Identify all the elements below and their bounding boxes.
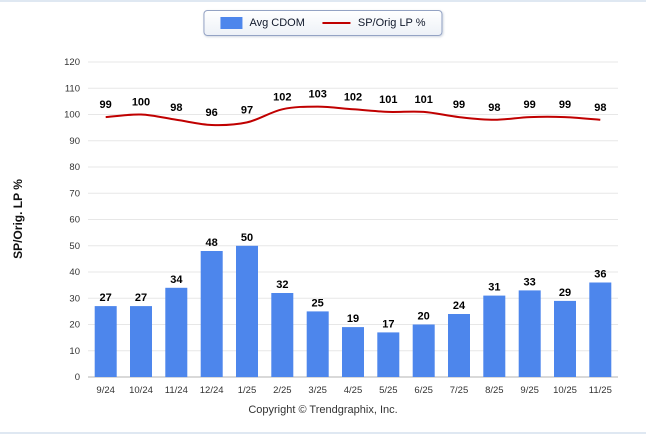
bar-value-label: 48 (206, 237, 218, 249)
copyright-text: Copyright © Trendgraphix, Inc. (248, 404, 398, 416)
line-value-label: 102 (273, 91, 291, 103)
bar (518, 290, 541, 377)
bar-value-label: 17 (382, 318, 394, 330)
bar (589, 282, 612, 377)
x-tick-label: 1/25 (238, 385, 257, 396)
y-tick-label: 50 (69, 241, 80, 252)
line-value-label: 97 (241, 104, 253, 116)
legend-item-avg-cdom: Avg CDOM (220, 17, 305, 29)
line-value-label: 99 (100, 99, 112, 111)
chart-legend: Avg CDOM SP/Orig LP % (203, 10, 443, 36)
bar (448, 314, 470, 377)
bar (342, 327, 364, 377)
x-tick-label: 10/25 (553, 385, 577, 396)
bar-value-label: 27 (135, 292, 147, 304)
legend-label-sp-orig-lp: SP/Orig LP % (357, 17, 426, 29)
line-swatch-icon (322, 22, 351, 24)
bar-value-label: 29 (559, 287, 571, 299)
chart-canvas: 0 10 20 30 40 50 60 70 80 90 100 110 120 27 9/24 27 10/2… (64, 57, 618, 396)
x-tick-label: 7/25 (450, 385, 469, 396)
bar-value-label: 19 (347, 313, 359, 325)
x-tick-label: 2/25 (273, 385, 292, 396)
bar-value-label: 24 (453, 300, 466, 312)
line-value-label: 100 (132, 97, 150, 109)
bar (200, 251, 223, 377)
bar-swatch-icon (220, 17, 243, 29)
line-value-label: 99 (453, 99, 465, 111)
line-value-label: 99 (559, 99, 571, 111)
bar-value-label: 25 (312, 297, 324, 309)
y-tick-label: 40 (69, 267, 80, 278)
line-value-label: 98 (488, 102, 500, 114)
y-tick-label: 80 (69, 162, 80, 173)
y-tick-label: 120 (64, 57, 80, 68)
x-tick-label: 4/25 (344, 385, 363, 396)
x-tick-label: 9/25 (520, 385, 539, 396)
sp-orig-lp-line (105, 105, 601, 127)
y-tick-label: 90 (69, 136, 80, 147)
y-tick-label: 60 (69, 215, 80, 226)
bar-value-label: 34 (170, 274, 183, 286)
bar (306, 311, 329, 377)
line-value-label: 103 (308, 89, 326, 101)
bar (130, 306, 152, 377)
x-tick-label: 5/25 (379, 385, 398, 396)
legend-item-sp-orig-lp: SP/Orig LP % (322, 17, 426, 29)
y-tick-label: 10 (69, 346, 80, 357)
bar-value-label: 33 (524, 276, 536, 288)
bar (377, 332, 400, 377)
y-tick-label: 0 (75, 372, 80, 383)
x-tick-label: 11/24 (165, 385, 188, 396)
bar-value-label: 50 (241, 232, 253, 244)
bar-value-label: 32 (276, 279, 288, 291)
line-value-label: 101 (414, 94, 432, 106)
x-tick-label: 12/24 (200, 385, 224, 396)
bar (94, 306, 117, 377)
y-tick-label: 70 (69, 188, 80, 199)
x-tick-label: 3/25 (308, 385, 327, 396)
line-value-label: 98 (170, 102, 182, 114)
bar-value-label: 27 (100, 292, 112, 304)
x-tick-label: 11/25 (589, 385, 612, 396)
y-tick-label: 100 (64, 110, 80, 121)
x-tick-label: 8/25 (485, 385, 504, 396)
x-tick-label: 10/24 (129, 385, 153, 396)
line-value-label: 102 (344, 91, 362, 103)
bar (412, 324, 435, 377)
line-value-label: 99 (524, 99, 536, 111)
x-tick-label: 9/24 (96, 385, 115, 396)
bar-value-label: 36 (594, 269, 606, 281)
line-value-label: 98 (594, 102, 606, 114)
x-tick-label: 6/25 (414, 385, 433, 396)
bar (165, 287, 188, 378)
bar (271, 293, 294, 377)
bar (554, 300, 576, 377)
y-tick-label: 110 (65, 83, 80, 94)
bar-value-label: 20 (418, 311, 430, 323)
y-tick-label: 30 (69, 293, 80, 304)
line-value-label: 96 (206, 107, 218, 119)
line-value-label: 101 (379, 94, 397, 106)
legend-label-avg-cdom: Avg CDOM (249, 17, 305, 29)
bar (483, 295, 506, 377)
y-tick-label: 20 (69, 320, 80, 331)
bar-value-label: 31 (488, 282, 500, 294)
bar (236, 245, 258, 378)
